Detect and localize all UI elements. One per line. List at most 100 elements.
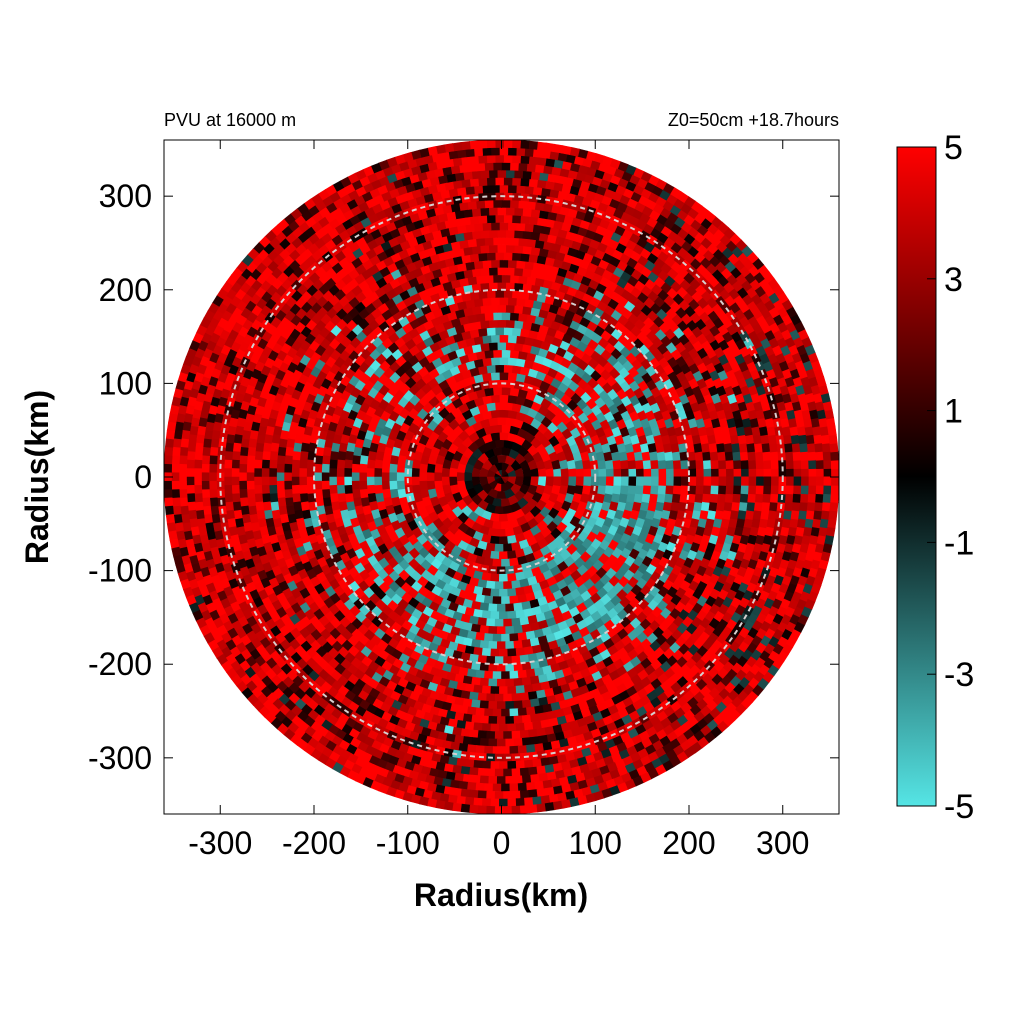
field-cell — [231, 493, 241, 504]
field-cell — [530, 208, 541, 218]
field-cell — [739, 493, 749, 503]
field-cell — [620, 459, 630, 470]
field-cell — [396, 463, 406, 474]
field-cell — [762, 493, 772, 503]
field-cell — [186, 468, 195, 478]
field-cell — [761, 442, 771, 453]
field-cell — [283, 472, 292, 482]
field-cell — [488, 341, 498, 351]
field-cell — [513, 677, 524, 687]
field-cell — [503, 580, 513, 590]
field-cell — [475, 631, 486, 642]
field-cell — [238, 455, 248, 466]
field-cell — [262, 442, 272, 453]
chart-title-right: Z0=50cm +18.7hours — [668, 110, 839, 130]
field-cell — [483, 633, 494, 642]
field-cell — [492, 386, 502, 396]
field-cell — [464, 471, 473, 483]
field-cell — [492, 783, 502, 792]
field-cell — [501, 424, 511, 434]
field-cell — [763, 484, 772, 495]
field-cell — [291, 459, 301, 470]
field-cell — [466, 706, 478, 716]
field-cell — [509, 783, 520, 792]
field-cell — [462, 773, 473, 783]
field-cell — [224, 451, 234, 461]
field-cell — [468, 253, 480, 263]
field-cell — [703, 467, 712, 478]
field-cell — [524, 759, 535, 769]
field-cell — [733, 467, 742, 478]
field-cell — [433, 472, 442, 483]
field-cell — [657, 459, 667, 470]
field-cell — [194, 451, 203, 461]
field-cell — [785, 484, 795, 495]
field-cell — [343, 459, 353, 470]
field-cell — [485, 327, 496, 336]
field-cell — [710, 467, 720, 478]
field-cell — [486, 768, 496, 777]
field-cell — [262, 501, 272, 512]
field-cell — [454, 172, 465, 182]
field-cell — [702, 450, 712, 461]
field-cell — [515, 685, 526, 695]
field-cell — [517, 745, 528, 754]
field-cell — [505, 319, 515, 329]
field-cell — [481, 610, 492, 620]
field-cell — [723, 501, 733, 512]
field-cell — [488, 244, 498, 254]
field-cell — [253, 459, 263, 470]
field-cell — [283, 480, 293, 491]
field-cell — [291, 468, 300, 478]
field-cell — [494, 289, 504, 298]
field-cell — [733, 484, 742, 495]
field-cell — [358, 472, 367, 482]
field-cell — [496, 641, 507, 650]
field-cell — [505, 625, 516, 635]
field-cell — [513, 775, 524, 785]
field-cell — [527, 178, 539, 188]
field-cell — [231, 484, 240, 495]
field-cell — [467, 744, 478, 754]
field-cell — [388, 480, 398, 491]
field-cell — [513, 207, 524, 217]
field-cell — [481, 334, 492, 344]
field-cell — [503, 768, 513, 777]
field-cell — [702, 492, 712, 503]
field-cell — [291, 451, 301, 462]
field-cell — [530, 773, 541, 783]
field-cell — [517, 312, 528, 323]
field-cell — [471, 676, 482, 686]
field-cell — [283, 463, 293, 474]
field-cell — [748, 476, 757, 486]
field-cell — [492, 633, 502, 643]
field-cell — [519, 215, 530, 225]
field-cell — [466, 163, 477, 173]
field-cell — [513, 624, 524, 635]
field-cell — [246, 480, 255, 491]
field-cell — [635, 459, 645, 470]
field-cell — [477, 730, 488, 740]
field-cell — [209, 497, 219, 508]
field-cell — [496, 716, 507, 725]
field-cell — [792, 450, 802, 461]
field-cell — [568, 476, 577, 487]
field-cell — [238, 472, 247, 482]
field-cell — [498, 259, 509, 268]
field-cell — [328, 484, 338, 495]
field-cell — [498, 394, 509, 403]
field-cell — [471, 714, 482, 724]
field-cell — [517, 275, 528, 285]
field-cell — [515, 297, 526, 307]
field-cell — [469, 767, 480, 777]
field-cell — [246, 489, 256, 499]
field-cell — [475, 162, 486, 172]
field-cell — [231, 459, 240, 470]
field-cell — [284, 455, 293, 466]
field-cell — [479, 304, 490, 314]
field-cell — [499, 723, 509, 732]
field-cell — [488, 640, 498, 650]
field-cell — [201, 480, 210, 491]
field-cell — [513, 169, 524, 179]
field-cell — [485, 364, 496, 374]
